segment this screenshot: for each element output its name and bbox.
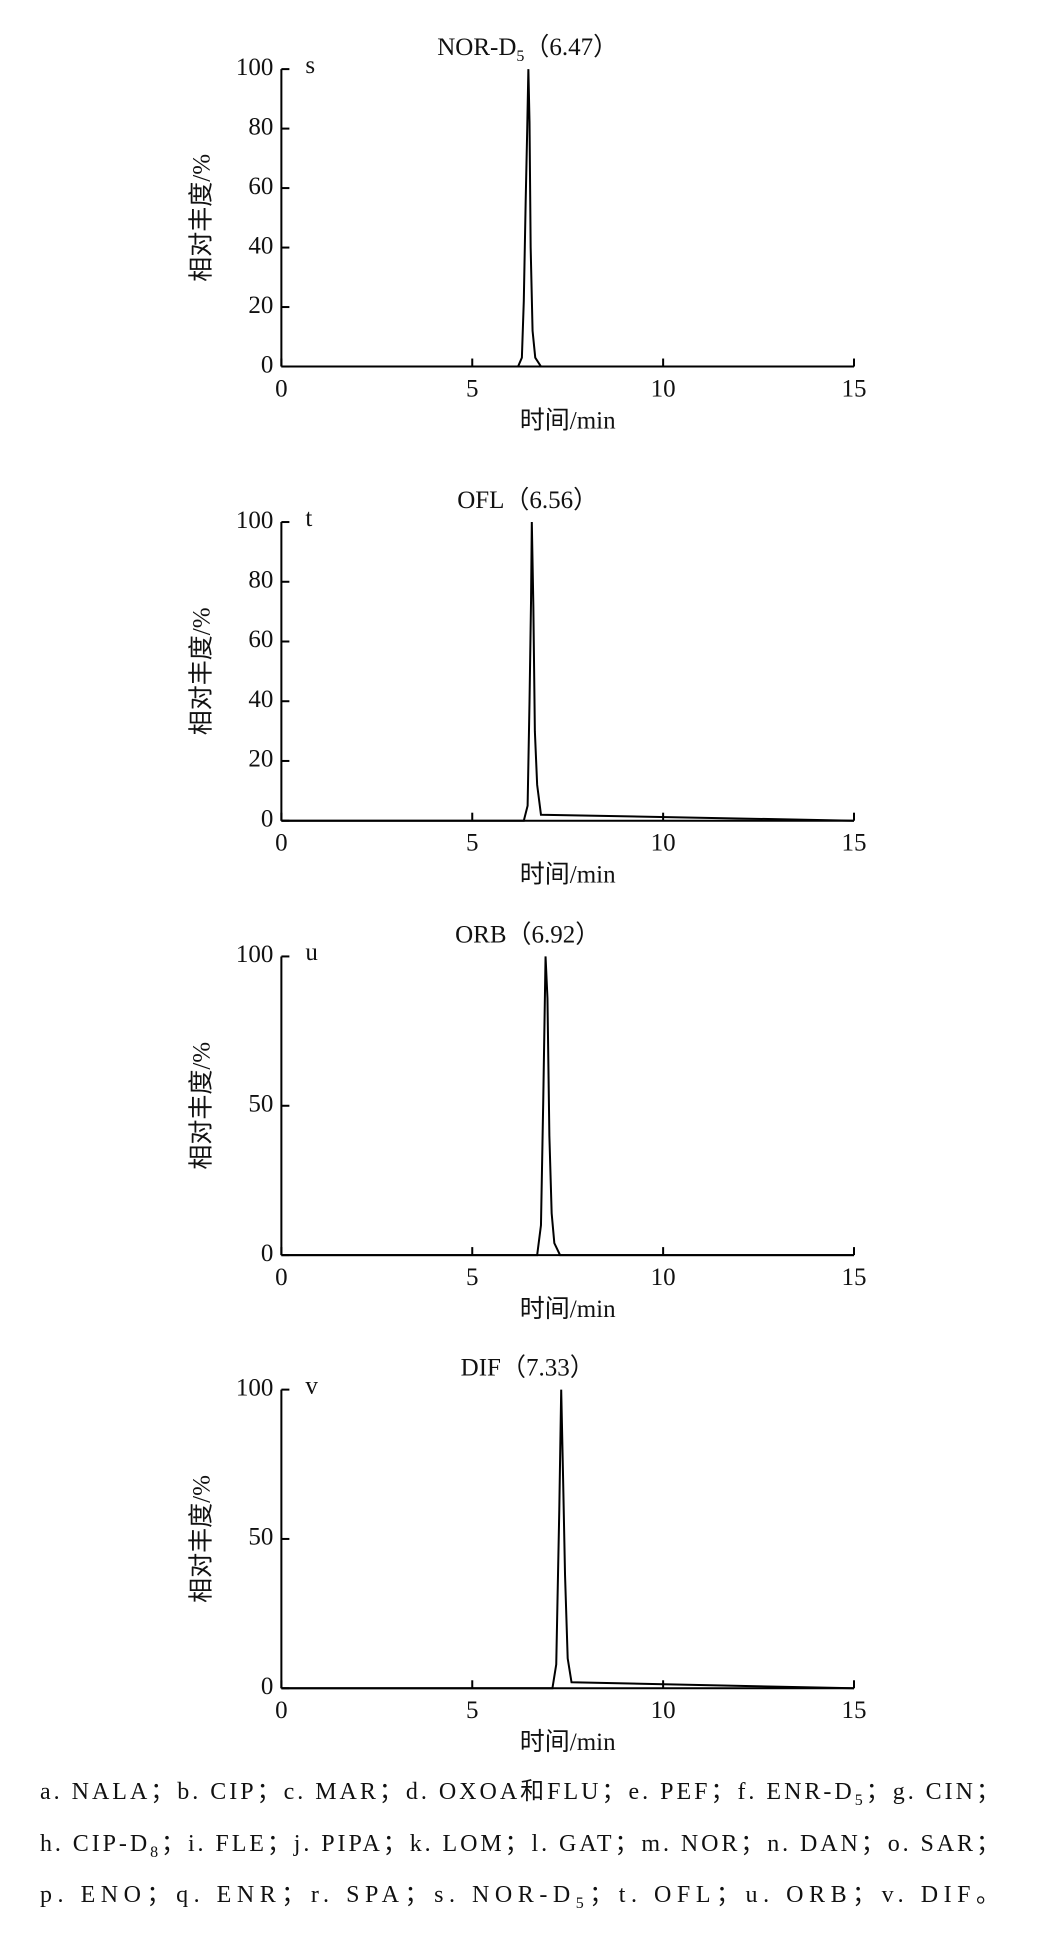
text-segment: ；t. OFL；u. ORB；v. DIF。 [589, 1882, 1000, 1908]
y-tick-label: 50 [248, 1091, 273, 1118]
x-tick-label: 15 [842, 375, 867, 402]
y-tick-label: 100 [236, 941, 274, 968]
chart-title: OFL（6.56） [457, 486, 598, 514]
y-tick-label: 100 [236, 507, 274, 534]
text-segment: ORB（6.92） [455, 920, 600, 948]
chart-title: NOR-D5（6.47） [437, 33, 618, 65]
panel-label: v [305, 1372, 318, 1399]
caption-line: p. ENO；q. ENR；r. SPA；s. NOR-D 5 ；t. OFL；u.… [40, 1882, 1000, 1913]
subscript: 8 [150, 1844, 158, 1861]
subscript: 5 [576, 1895, 584, 1912]
y-tick-label: 40 [248, 232, 273, 259]
text-segment: NOR-D [437, 34, 516, 61]
text-segment: OFL（6.56） [457, 486, 598, 514]
y-tick-label: 20 [248, 292, 273, 319]
text-segment: （6.47） [524, 33, 618, 61]
x-tick-label: 0 [275, 375, 288, 402]
x-tick-label: 5 [466, 375, 479, 402]
x-tick-label: 15 [842, 1697, 867, 1724]
y-tick-label: 40 [248, 686, 273, 713]
text-segment: ；g. CIN； [866, 1779, 1000, 1805]
x-axis-label: 时间/min [520, 406, 616, 434]
chart-title: DIF（7.33） [461, 1353, 595, 1381]
y-tick-label: 100 [236, 54, 274, 81]
x-tick-label: 5 [466, 1697, 479, 1724]
text-segment: h. CIP-D [40, 1831, 147, 1857]
y-tick-label: 20 [248, 746, 273, 773]
y-tick-label: 50 [248, 1524, 273, 1551]
x-tick-label: 10 [651, 1697, 676, 1724]
y-tick-label: 60 [248, 626, 273, 653]
y-axis-label: 相对丰度/% [188, 1042, 216, 1170]
y-tick-label: 0 [261, 351, 274, 378]
text-segment: a. NALA；b. CIP；c. MAR；d. OXOA和FLU；e. PEF… [40, 1778, 852, 1805]
chart-title: ORB（6.92） [455, 920, 600, 948]
x-axis-label: 时间/min [520, 860, 616, 888]
x-tick-label: 0 [275, 1264, 288, 1291]
text-segment: DIF（7.33） [461, 1353, 595, 1381]
x-tick-label: 15 [842, 1264, 867, 1291]
chromatogram-line [281, 522, 855, 822]
x-tick-label: 5 [466, 829, 479, 856]
x-tick-label: 15 [842, 829, 867, 856]
y-axis-label: 相对丰度/% [188, 607, 216, 735]
subscript: 5 [855, 1792, 863, 1809]
x-tick-label: 10 [651, 375, 676, 402]
x-tick-label: 10 [651, 1264, 676, 1291]
panel-label: s [305, 52, 315, 79]
panel-label: u [305, 939, 318, 966]
y-tick-label: 0 [261, 805, 274, 832]
chromatogram-line [281, 69, 855, 368]
y-tick-label: 60 [248, 173, 273, 200]
y-axis-label: 相对丰度/% [188, 154, 216, 282]
panel-label: t [305, 505, 312, 532]
x-tick-label: 0 [275, 829, 288, 856]
x-axis-label: 时间/min [520, 1728, 616, 1756]
chromatogram-line [281, 1389, 855, 1690]
x-tick-label: 10 [651, 829, 676, 856]
y-tick-label: 0 [261, 1240, 274, 1267]
chromatogram-line [281, 956, 855, 1257]
y-tick-label: 0 [261, 1673, 274, 1700]
caption-line: h. CIP-D 8 ；i. FLE；j. PIPA；k. LOM；l. GAT；m… [40, 1831, 1000, 1862]
text-segment: p. ENO；q. ENR；r. SPA；s. NOR-D [40, 1882, 570, 1908]
y-tick-label: 80 [248, 113, 273, 140]
subscript: 5 [516, 48, 524, 65]
caption-line: a. NALA；b. CIP；c. MAR；d. OXOA和FLU；e. PEF… [40, 1778, 1000, 1810]
y-axis-label: 相对丰度/% [188, 1475, 216, 1603]
y-tick-label: 80 [248, 566, 273, 593]
x-tick-label: 0 [275, 1697, 288, 1724]
y-tick-label: 100 [236, 1374, 274, 1401]
x-axis-label: 时间/min [520, 1295, 616, 1323]
x-tick-label: 5 [466, 1264, 479, 1291]
text-segment: ；i. FLE；j. PIPA；k. LOM；l. GAT；m. NOR；n. … [161, 1831, 1000, 1857]
